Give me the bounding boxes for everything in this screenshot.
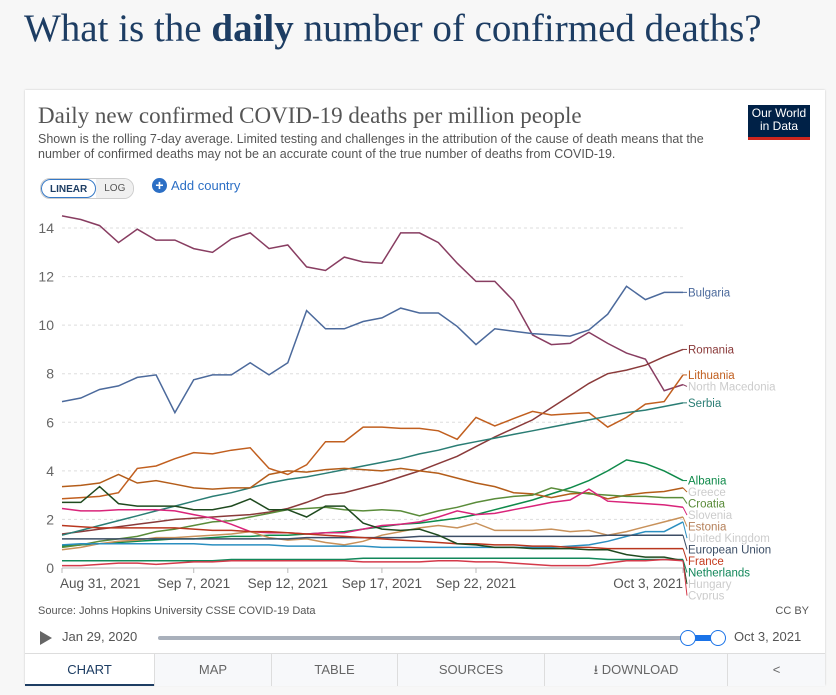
tab-table[interactable]: TABLE: [271, 654, 397, 686]
series-line-albania: [61, 459, 684, 547]
chart-subtitle: Shown is the rolling 7-day average. Limi…: [38, 132, 704, 161]
series-line-romania: [61, 348, 684, 535]
label-connector: [682, 384, 688, 387]
y-tick-label: 0: [46, 560, 54, 576]
series-end-label: Romania: [688, 344, 735, 356]
page-heading: What is the daily number of confirmed de…: [24, 6, 762, 51]
label-connector: [682, 548, 688, 562]
heading-bold: daily: [211, 7, 294, 50]
scale-toggle: LINEAR LOG: [40, 178, 135, 199]
heading-pre: What is the: [24, 7, 212, 50]
play-icon[interactable]: [40, 631, 52, 645]
timeline-track[interactable]: [158, 636, 713, 640]
y-tick-label: 12: [38, 269, 54, 285]
x-tick-label: Sep 22, 2021: [436, 576, 516, 591]
series-end-label: Serbia: [688, 398, 722, 410]
scale-linear-button[interactable]: LINEAR: [41, 179, 97, 198]
series-end-label: Croatia: [688, 499, 726, 511]
series-end-label: Greece: [688, 487, 726, 499]
tab-map[interactable]: MAP: [154, 654, 271, 686]
series-end-label: Slovenia: [688, 510, 733, 522]
timeline-start-date: Jan 29, 2020: [62, 629, 138, 644]
logo-line2: in Data: [759, 119, 799, 133]
scale-log-button[interactable]: LOG: [96, 179, 134, 198]
add-country-button[interactable]: + Add country: [152, 178, 240, 193]
series-end-label: Cyprus: [688, 591, 725, 600]
series-end-label: Albania: [688, 476, 727, 488]
download-icon: ⭳: [593, 662, 602, 677]
tab-download[interactable]: ⭳ DOWNLOAD: [544, 654, 727, 686]
add-country-label: Add country: [171, 178, 241, 193]
plus-circle-icon: +: [152, 178, 167, 193]
chart-card: Daily new confirmed COVID-19 deaths per …: [25, 90, 825, 686]
label-connector: [682, 507, 688, 516]
tab-sources[interactable]: SOURCES: [397, 654, 544, 686]
y-tick-label: 4: [46, 463, 54, 479]
series-end-label: Bulgaria: [688, 287, 731, 299]
series-end-label: Hungary: [688, 579, 732, 591]
y-tick-label: 2: [46, 511, 54, 527]
series-line-hungary: [62, 485, 684, 562]
share-button[interactable]: <: [727, 654, 825, 686]
x-tick-label: Aug 31, 2021: [60, 576, 140, 591]
series-end-label: European Union: [688, 545, 771, 557]
series-line-croatia: [61, 487, 683, 549]
series-line-united-kingdom: [61, 521, 684, 549]
timeline-end-date: Oct 3, 2021: [734, 629, 802, 644]
timeline-start-handle[interactable]: [680, 630, 696, 646]
series-line-lithuania: [61, 374, 684, 500]
series-line-serbia: [61, 402, 684, 536]
series-line-cyprus: [62, 558, 684, 567]
x-tick-label: Sep 12, 2021: [248, 576, 328, 591]
y-tick-label: 8: [46, 366, 54, 382]
timeline: Jan 29, 2020 Oct 3, 2021: [40, 628, 810, 648]
series-line-france: [61, 524, 683, 550]
series-end-label: Estonia: [688, 522, 727, 534]
label-connector: [682, 560, 688, 596]
label-connector: [682, 497, 688, 504]
series-line-slovenia: [61, 488, 684, 535]
y-tick-label: 14: [38, 220, 54, 236]
x-tick-label: Sep 7, 2021: [157, 576, 230, 591]
series-line-bulgaria: [61, 285, 683, 415]
series-line-north-macedonia: [61, 215, 684, 392]
label-connector: [682, 535, 688, 550]
y-tick-label: 10: [38, 317, 54, 333]
series-end-label: United Kingdom: [688, 533, 770, 545]
license-link[interactable]: CC BY: [775, 605, 809, 617]
label-connector: [682, 521, 688, 539]
source-note[interactable]: Source: Johns Hopkins University CSSE CO…: [38, 605, 316, 617]
line-chart: 0 2 4 6 8 10 12 14 Aug 31, 2021 Sep 7, 2021 Sep 12…: [38, 215, 776, 600]
x-tick-label: Oct 3, 2021: [613, 576, 683, 591]
series-end-label: France: [688, 556, 724, 568]
share-icon: <: [772, 662, 781, 677]
series-end-label: North Macedonia: [688, 381, 776, 393]
y-tick-label: 6: [46, 414, 54, 430]
label-connector: [682, 516, 688, 527]
tab-chart[interactable]: CHART: [25, 654, 154, 686]
chart-title: Daily new confirmed COVID-19 deaths per …: [38, 103, 582, 128]
heading-post: number of confirmed deaths?: [293, 7, 762, 50]
tab-download-label: DOWNLOAD: [601, 662, 679, 677]
x-tick-label: Sep 17, 2021: [342, 576, 422, 591]
timeline-end-handle[interactable]: [710, 630, 726, 646]
series-end-label: Netherlands: [688, 568, 750, 580]
logo-line1: Our World: [751, 106, 807, 120]
series-line-netherlands: [62, 557, 683, 562]
owid-logo[interactable]: Our World in Data: [748, 105, 810, 140]
label-connector: [682, 487, 688, 493]
series-end-label: Lithuania: [688, 370, 735, 382]
tab-bar: CHART MAP TABLE SOURCES ⭳ DOWNLOAD <: [25, 653, 825, 686]
timeline-selection: [687, 635, 717, 641]
